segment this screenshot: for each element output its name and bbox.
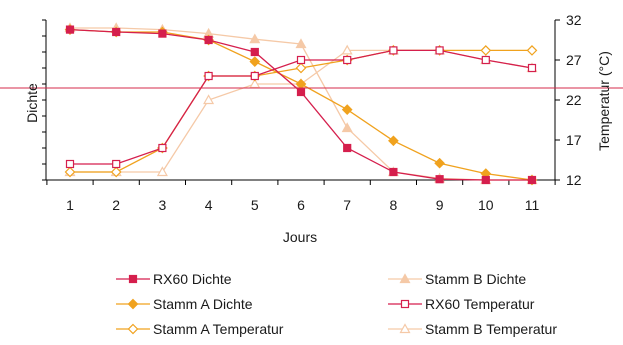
data-point [249, 33, 261, 44]
series-line [69, 28, 532, 181]
legend-marker [128, 274, 138, 284]
legend-item-stamm-b-dichte: Stamm B Dichte [388, 271, 526, 287]
x-tick-label: 3 [159, 197, 167, 213]
y-right-tick-label: 22 [566, 92, 582, 108]
data-point [435, 46, 444, 55]
data-point [343, 143, 352, 153]
x-tick-label: 1 [66, 197, 74, 213]
data-point [341, 122, 353, 133]
y-right-tick-label: 12 [566, 172, 582, 188]
legend-item-stamm-a-temperatur: Stamm A Temperatur [116, 321, 284, 337]
legend-label: RX60 Dichte [153, 271, 232, 287]
series-stamm-b-dichte [64, 22, 538, 185]
series-stamm-a-dichte [64, 24, 538, 186]
data-point [296, 55, 306, 65]
x-tick-label: 4 [205, 197, 213, 213]
data-point [295, 38, 307, 49]
data-point [388, 135, 399, 147]
data-point [341, 104, 353, 115]
x-tick-label: 2 [112, 197, 120, 213]
legend-label: RX60 Temperatur [425, 296, 535, 312]
data-point [156, 166, 168, 177]
data-point [110, 166, 122, 178]
data-point [527, 175, 537, 185]
legend-label: Stamm A Dichte [153, 296, 253, 312]
x-tick-label: 6 [297, 197, 305, 213]
legend-marker [400, 299, 410, 309]
x-tick-label: 7 [343, 197, 351, 213]
series-line [69, 28, 533, 181]
x-tick-label: 9 [436, 197, 444, 213]
data-point [204, 71, 213, 81]
data-point [250, 47, 259, 57]
data-point [64, 166, 76, 178]
data-point [204, 35, 213, 45]
y-right-tick-label: 17 [566, 132, 582, 148]
data-point [435, 175, 444, 184]
data-point [250, 71, 259, 81]
data-point [341, 44, 353, 55]
y-axis-right-label: Temperatur (°C) [596, 51, 612, 151]
legend-marker [127, 298, 139, 310]
data-point [112, 159, 121, 169]
x-tick-label: 5 [251, 197, 259, 213]
series-rx60-temperatur [65, 46, 537, 169]
x-axis-label: Jours [283, 229, 317, 245]
legend-label: Stamm B Dichte [425, 271, 526, 287]
series-rx60-dichte [65, 25, 537, 185]
data-point [389, 46, 398, 55]
data-point [480, 45, 492, 56]
legend-item-rx60-dichte: RX60 Dichte [116, 271, 232, 287]
legend-item-rx60-temperatur: RX60 Temperatur [388, 296, 535, 312]
x-tick-label: 10 [478, 197, 494, 213]
data-point [249, 56, 261, 67]
x-tick-label: 8 [390, 197, 398, 213]
data-point [112, 27, 121, 37]
legend-marker [399, 273, 411, 284]
data-point [296, 87, 306, 97]
legend: RX60 Dichte Stamm B Dichte Stamm A Dichte R… [116, 271, 557, 337]
data-point [481, 55, 490, 65]
y-right-tick-label: 32 [566, 12, 582, 28]
data-point [481, 175, 490, 185]
x-tick-label: 11 [525, 197, 540, 213]
data-point [526, 45, 538, 56]
data-point [158, 29, 167, 38]
legend-label: Stamm B Temperatur [425, 321, 557, 337]
data-point [389, 167, 398, 177]
legend-marker [127, 323, 139, 335]
legend-item-stamm-b-temperatur: Stamm B Temperatur [388, 321, 557, 337]
data-point [343, 55, 352, 65]
data-point [65, 159, 75, 169]
legend-marker [399, 323, 411, 334]
data-point [527, 63, 537, 73]
y-axis-left-label: Dichte [24, 83, 40, 123]
data-point [434, 157, 445, 169]
legend-label: Stamm A Temperatur [153, 321, 284, 337]
data-point [158, 143, 167, 153]
data-point [295, 62, 307, 74]
data-point [65, 25, 75, 34]
legend-item-stamm-a-dichte: Stamm A Dichte [116, 296, 253, 312]
y-right-tick-label: 27 [566, 52, 582, 68]
data-point [203, 94, 215, 105]
